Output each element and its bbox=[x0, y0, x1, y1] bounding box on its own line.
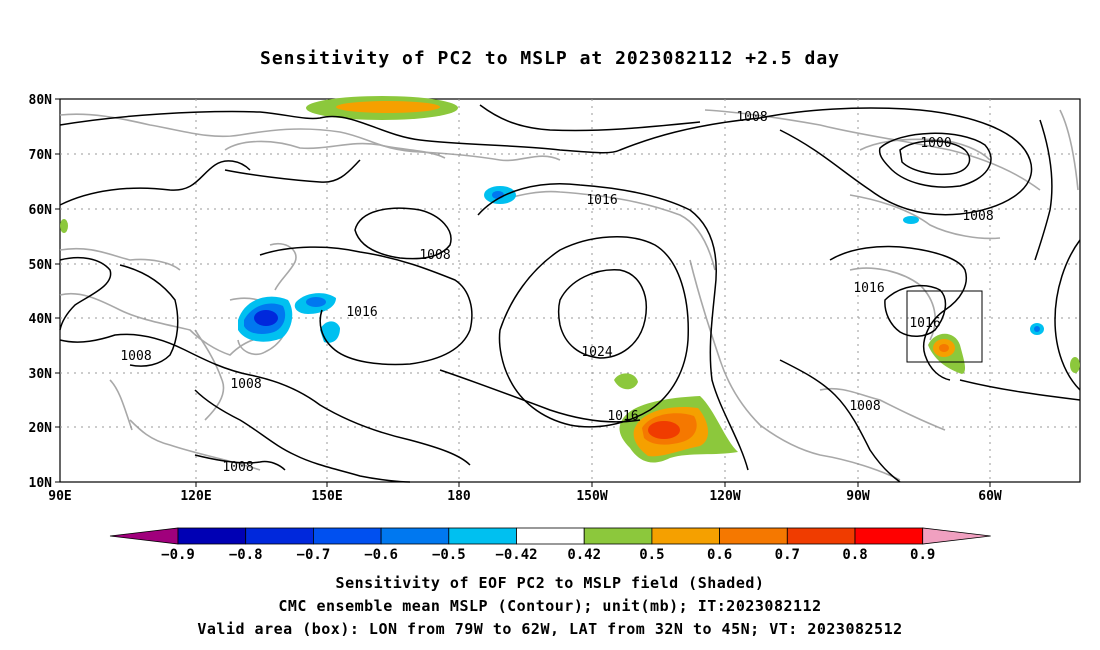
lon-ticks bbox=[195, 482, 991, 487]
mslp-contours bbox=[59, 104, 1081, 483]
colorbar-swatch bbox=[583, 527, 653, 545]
contour-label: 1008 bbox=[962, 209, 993, 224]
colorbar-label: 0.8 bbox=[842, 547, 867, 563]
colorbar-swatch bbox=[854, 527, 924, 545]
contour-label: 1008 bbox=[419, 248, 450, 263]
colorbar-swatch bbox=[651, 527, 721, 545]
colorbar-swatch bbox=[448, 527, 517, 545]
colorbar-label: 0.6 bbox=[707, 547, 732, 563]
lat-label: 40N bbox=[29, 312, 53, 327]
contour-label: 1008 bbox=[736, 110, 767, 125]
graticule bbox=[60, 99, 1080, 482]
lon-label: 60W bbox=[978, 489, 1002, 504]
colorbar-label: −0.8 bbox=[229, 547, 263, 563]
colorbar-swatch bbox=[516, 527, 585, 545]
colorbar-label: 0.7 bbox=[775, 547, 800, 563]
colorbar-extend-low bbox=[109, 527, 179, 545]
footer-line-3: Valid area (box): LON from 79W to 62W, L… bbox=[197, 620, 903, 638]
colorbar-label: 0.42 bbox=[567, 547, 601, 563]
lon-label: 150E bbox=[311, 489, 342, 504]
colorbar-label: −0.6 bbox=[364, 547, 398, 563]
lat-label: 20N bbox=[29, 421, 53, 436]
contour-label: 1016 bbox=[346, 305, 377, 320]
sensitivity-shading bbox=[60, 96, 1080, 463]
colorbar-extend-high bbox=[922, 527, 991, 545]
colorbar-swatch bbox=[245, 527, 314, 545]
colorbar-swatch bbox=[786, 527, 856, 545]
footer-line-2: CMC ensemble mean MSLP (Contour); unit(m… bbox=[278, 597, 822, 615]
lon-label: 120E bbox=[180, 489, 211, 504]
valid-area-box bbox=[906, 290, 983, 363]
contour-label: 1016 bbox=[607, 409, 638, 424]
contour-label: 1024 bbox=[581, 345, 612, 360]
colorbar-swatch bbox=[380, 527, 450, 545]
lat-label: 80N bbox=[29, 93, 53, 108]
contour-label: 1016 bbox=[586, 193, 617, 208]
contour-labels: 1008 1000 1016 1008 1016 1008 1016 1024 … bbox=[120, 110, 993, 475]
colorbar-label: −0.42 bbox=[495, 547, 537, 563]
contour-label: 1008 bbox=[230, 377, 261, 392]
colorbar: −0.9 −0.8 −0.7 −0.6 −0.5 −0.42 0.42 0.5 0.6 0.7 0.… bbox=[109, 527, 991, 563]
colorbar-swatch bbox=[719, 527, 788, 545]
contour-label: 1016 bbox=[853, 281, 884, 296]
footer-line-1: Sensitivity of EOF PC2 to MSLP field (Sh… bbox=[335, 574, 765, 592]
lon-label: 90E bbox=[48, 489, 71, 504]
lon-label: 150W bbox=[576, 489, 607, 504]
contour-label: 1016 bbox=[909, 316, 940, 331]
lon-label: 120W bbox=[709, 489, 740, 504]
colorbar-label: 0.5 bbox=[639, 547, 664, 563]
contour-label: 1008 bbox=[849, 399, 880, 414]
colorbar-swatch bbox=[312, 527, 382, 545]
lat-label: 70N bbox=[29, 148, 53, 163]
colorbar-label: −0.5 bbox=[432, 547, 466, 563]
lat-label: 50N bbox=[29, 258, 53, 273]
lat-label: 30N bbox=[29, 367, 53, 382]
contour-label: 1000 bbox=[920, 136, 951, 151]
contour-label: 1008 bbox=[222, 460, 253, 475]
lon-label: 90W bbox=[846, 489, 870, 504]
lon-label: 180 bbox=[447, 489, 471, 504]
colorbar-label: 0.9 bbox=[910, 547, 935, 563]
lat-label: 10N bbox=[29, 476, 53, 491]
colorbar-label: −0.7 bbox=[297, 547, 331, 563]
map-title: Sensitivity of PC2 to MSLP at 2023082112… bbox=[259, 48, 840, 69]
lon-axis-labels: 90E 120E 150E 180 150W 120W 90W 60W bbox=[48, 489, 1002, 504]
colorbar-swatch bbox=[177, 527, 247, 545]
lat-axis-labels: 80N 70N 60N 50N 40N 30N 20N 10N bbox=[29, 93, 53, 491]
lat-ticks bbox=[55, 98, 60, 483]
lat-label: 60N bbox=[29, 203, 53, 218]
contour-label: 1008 bbox=[120, 349, 151, 364]
colorbar-label: −0.9 bbox=[161, 547, 195, 563]
